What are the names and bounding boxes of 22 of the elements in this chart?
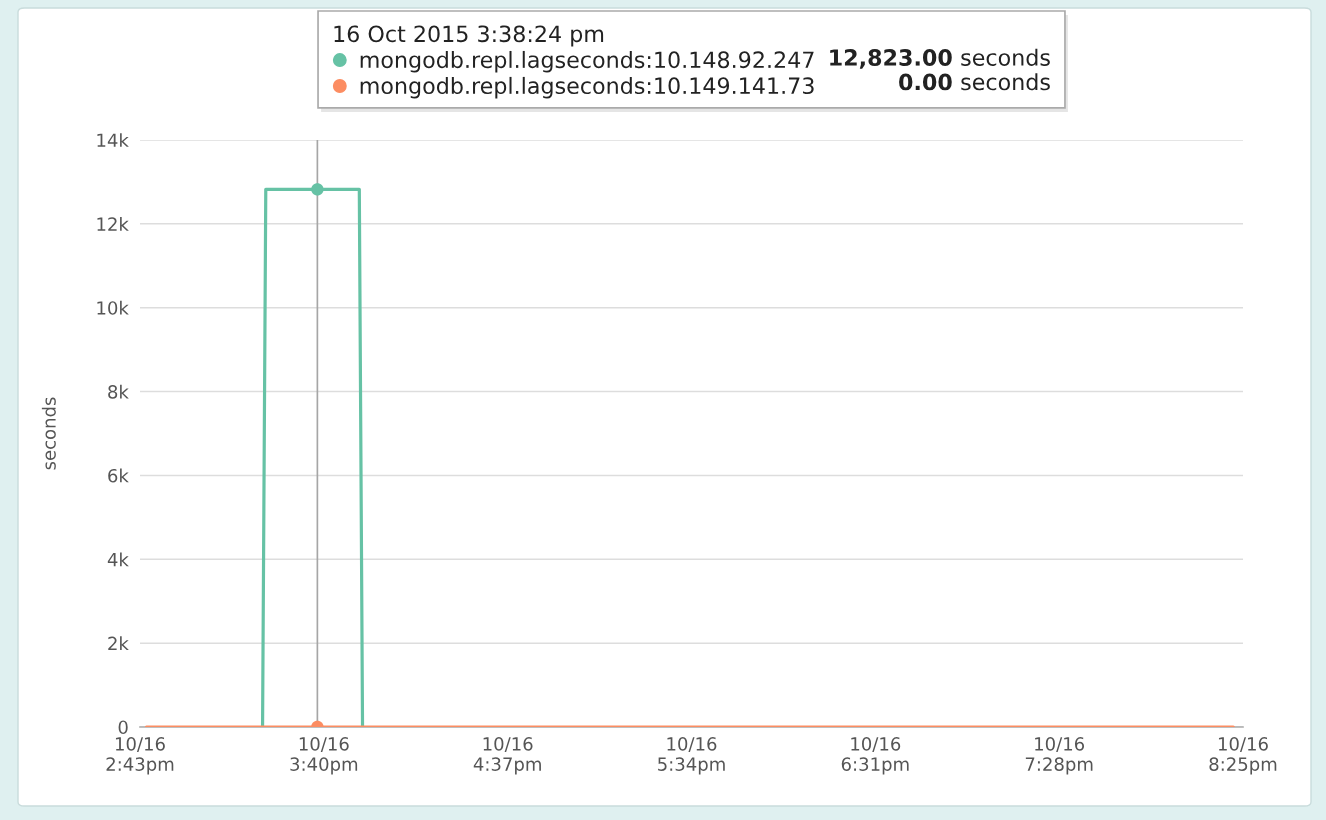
y-tick-label: 14k	[97, 133, 129, 147]
legend-title: 16 Oct 2015 3:38:24 pm	[334, 25, 604, 47]
y-tick-label: 0	[118, 720, 128, 735]
text: 0.00	[899, 73, 952, 91]
y-tick-label: 8k	[108, 384, 129, 399]
legend-label: mongodb.repl.lagseconds:10.149.141.73	[360, 76, 814, 99]
y-tick-label: 4k	[107, 552, 129, 567]
text: 12,823.00 seconds	[830, 48, 1050, 69]
y-tick-label: 12k	[97, 217, 129, 231]
x-tick-label: 10/16 4:37pm	[473, 737, 541, 775]
y-axis-title: seconds	[961, 73, 1050, 91]
y-tick-label: 6k	[108, 468, 129, 483]
y-tick-label: 2k	[108, 636, 129, 650]
x-tick-label: 10/16 2:43pm	[106, 737, 174, 775]
legend-label: mongodb.repl.lagseconds:10.148.92.247	[360, 50, 814, 73]
x-tick-label: 10/16 3:40pm	[290, 737, 358, 775]
text: seconds	[41, 397, 56, 470]
y-tick-label: 10k	[97, 300, 129, 315]
x-tick-label: 10/16 6:31pm	[841, 737, 909, 775]
x-tick-label: 10/16 5:34pm	[658, 737, 725, 775]
x-tick-label: 10/16 7:28pm	[1025, 737, 1093, 775]
x-tick-label: 10/16 8:25pm	[1209, 737, 1277, 775]
